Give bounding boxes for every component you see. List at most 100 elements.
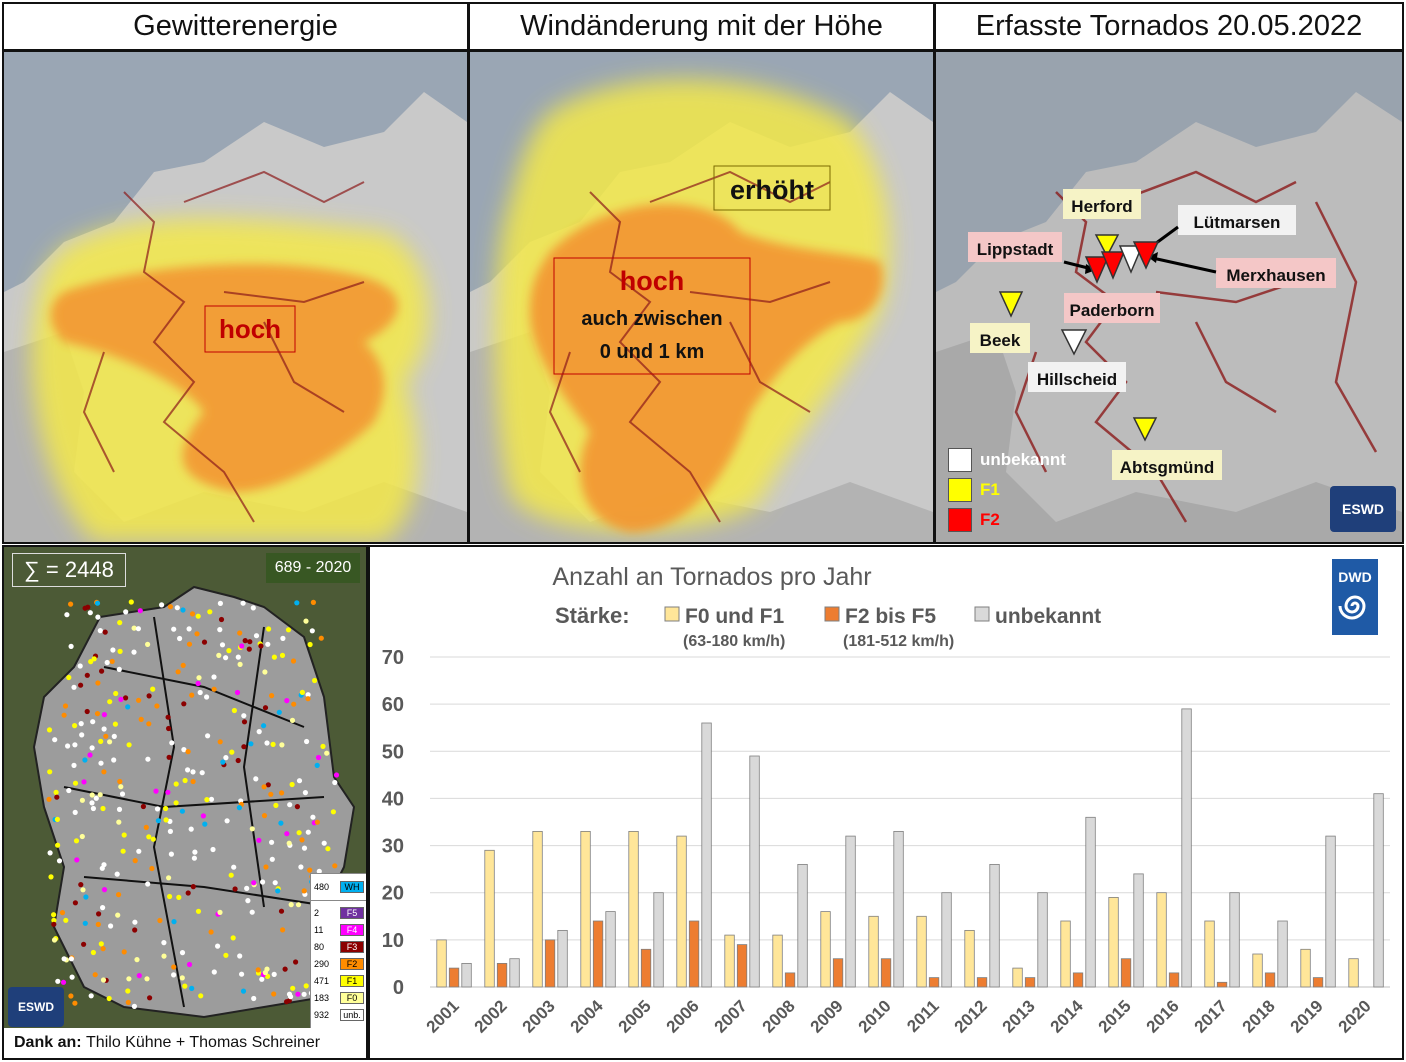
report-dot [169, 740, 175, 746]
eswd-logo-text: ESWD [18, 1000, 54, 1014]
report-dot [54, 794, 60, 800]
label-box [204, 305, 296, 353]
report-dot [98, 738, 104, 744]
shear-zone-high [530, 204, 883, 532]
report-dot [195, 680, 201, 687]
bar [1252, 953, 1263, 988]
x-tick-label: 2008 [759, 996, 799, 1036]
bar [1312, 977, 1324, 988]
bar [989, 863, 1000, 988]
report-dot [208, 796, 215, 802]
report-dot [264, 740, 270, 746]
y-tick-label: 30 [382, 836, 404, 858]
report-dot [301, 888, 307, 894]
bar [1120, 958, 1132, 988]
report-dot [78, 721, 84, 727]
report-dot [171, 919, 177, 925]
report-dot [136, 848, 142, 854]
report-dot [134, 957, 140, 963]
report-dot [210, 846, 216, 853]
bar [964, 929, 975, 988]
report-dot [240, 988, 247, 994]
report-dot [99, 668, 105, 674]
bar [1204, 920, 1215, 988]
bar [1133, 873, 1144, 988]
report-dot [195, 613, 201, 619]
bar [1156, 892, 1167, 988]
report-dot [95, 680, 101, 686]
legend-item-f1: F1 [948, 478, 1000, 502]
bar [461, 962, 472, 988]
report-dot [72, 742, 78, 748]
report-dot [88, 659, 94, 665]
report-dot [284, 999, 290, 1005]
tornado-marker-unknown [1060, 329, 1088, 356]
climatology-legend: 480 WH 2 F5 11 F4 80 F3 290 F2 471 F1 183 F0 932 unb. [310, 873, 366, 1041]
x-tick-label: 2001 [423, 996, 463, 1036]
shear-map: erhöht hoch auch zwischen 0 und 1 km [470, 52, 933, 542]
report-dot [159, 602, 165, 608]
report-dot [68, 601, 74, 607]
tornado-marker-f2 [1100, 251, 1126, 280]
place-label-bg [1112, 450, 1222, 480]
report-dot [65, 743, 71, 749]
report-dot [72, 809, 78, 815]
report-dot [136, 973, 142, 979]
report-dot [51, 912, 57, 918]
legend-swatch [948, 448, 972, 472]
report-dot [282, 966, 288, 972]
report-dot [231, 864, 237, 870]
report-dot [190, 778, 196, 785]
report-dot [310, 599, 316, 605]
report-dot [215, 943, 221, 949]
report-dot [72, 723, 78, 729]
report-dot [116, 819, 122, 825]
report-dot [190, 884, 196, 890]
report-dot [303, 618, 309, 624]
report-dot [79, 797, 85, 803]
report-dot [161, 940, 167, 946]
report-dot [269, 693, 275, 699]
report-dot [305, 829, 311, 835]
legend-label: unbekannt [980, 450, 1066, 469]
x-tick-label: 2006 [663, 996, 703, 1036]
report-dot [167, 828, 173, 834]
report-dot [265, 973, 271, 979]
report-dot [237, 630, 243, 636]
report-dot [316, 868, 322, 874]
report-dot [123, 695, 129, 701]
state-borders [1014, 170, 1378, 523]
legend-series-sub: (181-512 km/h) [843, 633, 954, 650]
report-dot [280, 927, 286, 933]
legend-count: 932 [314, 1009, 330, 1020]
report-dot [242, 638, 248, 644]
report-dot [111, 757, 117, 763]
report-dot [251, 995, 257, 1002]
chart-title: Anzahl an Tornados pro Jahr [552, 563, 871, 591]
bar [1373, 793, 1384, 988]
bar [580, 830, 591, 988]
report-dot [217, 909, 223, 915]
legend-label: F1 [980, 480, 1000, 499]
report-dot [116, 806, 123, 812]
report-dot [78, 682, 84, 688]
report-dot [284, 698, 290, 704]
report-dot [262, 705, 269, 711]
place-herford: Herford [1071, 197, 1132, 216]
report-dot [201, 639, 208, 645]
report-dot [121, 832, 127, 838]
report-dot [211, 686, 217, 692]
credits: Dank an: Thilo Kühne + Thomas Schreiner [4, 1028, 366, 1058]
report-dot [66, 674, 72, 681]
report-dot [131, 1003, 137, 1009]
report-dot [287, 802, 293, 808]
report-dot [61, 956, 67, 962]
bar [653, 892, 664, 988]
y-tick-label: 50 [382, 741, 404, 763]
report-dot [63, 917, 69, 923]
report-dot [218, 616, 225, 623]
bar [1348, 958, 1359, 988]
report-dot [107, 739, 113, 745]
x-tick-label: 2005 [615, 996, 655, 1036]
legend-class: unb. [340, 1008, 364, 1021]
